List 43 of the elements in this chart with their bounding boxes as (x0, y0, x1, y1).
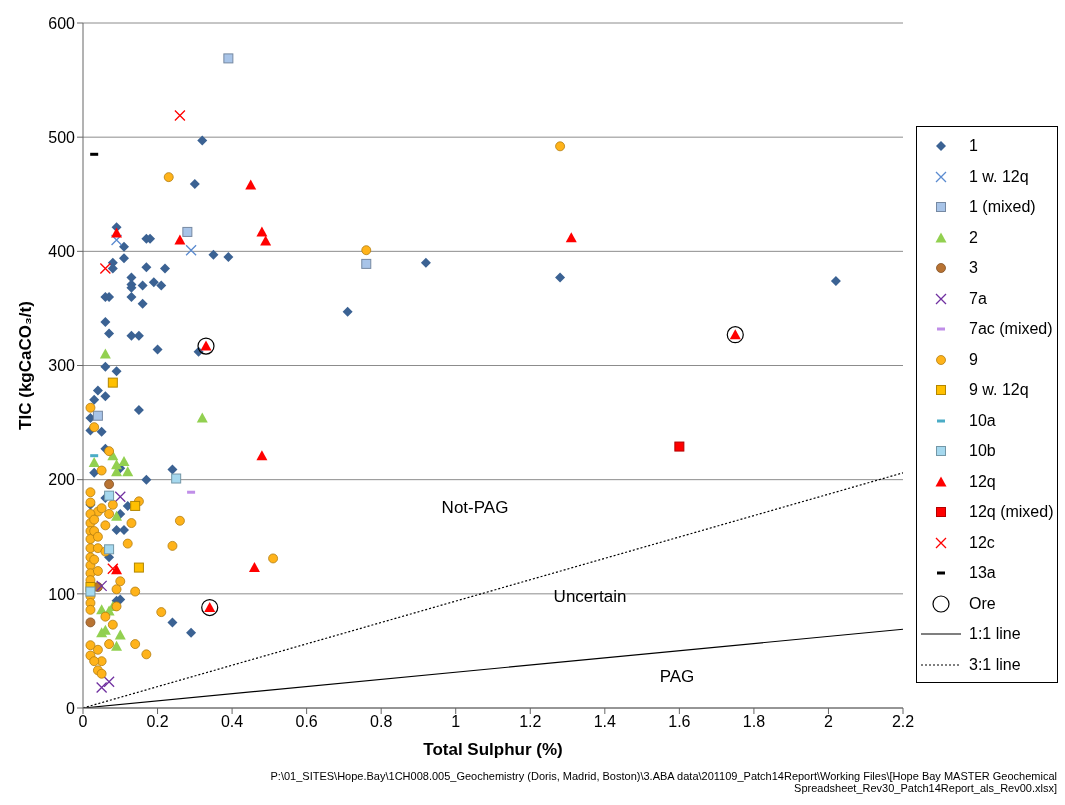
x-tick-label: 0.2 (146, 713, 169, 731)
legend-label: 12q (969, 472, 996, 491)
x-tick-label: 0.8 (370, 713, 393, 731)
y-tick-label: 400 (48, 243, 76, 261)
y-tick-label: 200 (48, 471, 76, 489)
x-tick-label: 1.8 (742, 713, 766, 731)
x-tick-label: 0.4 (220, 713, 244, 731)
annotation: PAG (659, 667, 695, 687)
legend-label: Ore (969, 594, 996, 613)
x-axis-title: Total Sulphur (%) (423, 740, 563, 759)
legend-label: 12c (969, 533, 995, 552)
y-tick-label: 300 (48, 357, 76, 375)
x-tick-label: 0.6 (295, 713, 318, 731)
legend-label: 9 w. 12q (969, 381, 1029, 400)
y-tick-label: 0 (66, 699, 76, 717)
legend-label: 7ac (mixed) (969, 320, 1053, 339)
legend-label: 3 (969, 259, 978, 278)
y-tick-label: 500 (48, 128, 76, 146)
legend-label: 1 (969, 137, 978, 156)
legend-label: 12q (mixed) (969, 503, 1054, 522)
y-tick-label: 100 (48, 585, 76, 603)
x-tick-label: 0 (78, 713, 88, 731)
legend-label: 9 (969, 350, 978, 369)
legend-label: 13a (969, 564, 996, 583)
x-tick-label: 2 (824, 713, 833, 731)
x-tick-label: 1.2 (519, 713, 542, 731)
y-axis-title: TIC (kgCaCO₃/t) (16, 301, 36, 430)
annotation: Uncertain (553, 587, 627, 607)
annotation: Not-PAG (441, 498, 509, 518)
legend-label: 1 w. 12q (969, 167, 1029, 186)
legend-label: 1 (mixed) (969, 198, 1036, 217)
y-tick-label: 600 (48, 14, 76, 32)
x-tick-label: 2.2 (891, 713, 915, 731)
x-tick-label: 1.6 (668, 713, 691, 731)
legend-label: 1:1 line (969, 625, 1021, 644)
x-tick-label: 1 (451, 713, 461, 731)
legend-label: 2 (969, 228, 978, 247)
legend-label: 10a (969, 411, 996, 430)
x-tick-label: 1.4 (593, 713, 617, 731)
legend-label: 7a (969, 289, 987, 308)
text: P:\01_SITES\Hope.Bay\1CH008.005_Geochemistry (Doris, Madrid, Boston)\3.ABA data\201109_Patch14Report\Working Files\[Hope Bay MASTER Geochemical Spreadsheet_Rev30_Patch14Report_als_Rev00.xlsx] (269, 770, 1057, 794)
legend-label: 10b (969, 442, 996, 461)
legend-label: 3:1 line (969, 655, 1021, 674)
